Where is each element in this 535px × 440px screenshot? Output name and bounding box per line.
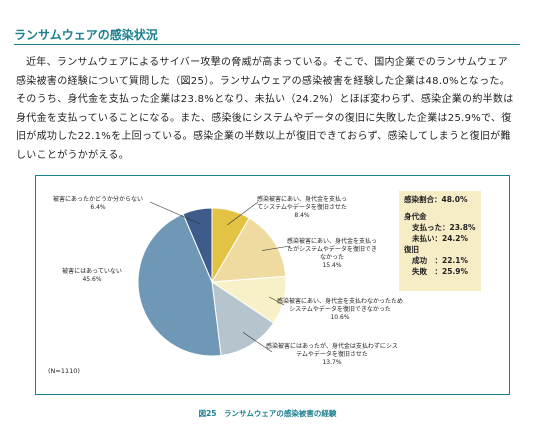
figure-caption: 図25 ランサムウェアの感染被害の経験 [198, 409, 337, 418]
category-label: 感染被害にはあったが、身代金は支払わずにシステムやデータを復旧させた [266, 343, 398, 358]
value-label: 8.4% [294, 212, 310, 219]
slice-label: 感染被害にあい、身代金を支払ったがシステムやデータを復旧できなかった 15.4% [286, 238, 378, 270]
chart-note: (N=1110) [48, 367, 80, 375]
category-label: 被害にはあっていない [62, 268, 122, 275]
summary-heading: 復旧 [404, 245, 419, 254]
summary-text: 未払い：24.2% [412, 234, 469, 243]
leader-line [149, 201, 201, 225]
slice-label: 感染被害にはあったが、身代金は支払わずにシステムやデータを復旧させた 13.7% [266, 343, 398, 367]
value-label: 10.6% [330, 314, 350, 321]
paragraph: 近年、ランサムウェアによるサイバー攻撃の脅威が高まっている。そこで、国内企業での… [16, 57, 514, 161]
slice-label: 感染被害にあい、身代金を支払わなかったためシステムやデータを復旧できなかった 10… [276, 298, 404, 322]
leader-line [227, 201, 259, 226]
summary-box: 感染割合：48.0% 身代金 支払った：23.8% 未払い：24.2% 復旧 成… [399, 191, 481, 291]
pie-slice [211, 280, 275, 357]
category-label: 感染被害にあい、身代金を支払ったがシステムやデータを復旧できなかった [286, 238, 377, 261]
summary-text: 感染割合：48.0% [404, 195, 468, 204]
slice-label: 被害にあったかどうか分からない 6.4% [42, 196, 154, 212]
summary-heading: 身代金 [404, 212, 427, 221]
section-title: ランサムウェアの感染状況 [14, 28, 158, 42]
leader-line [269, 296, 285, 306]
leader-line [242, 332, 273, 353]
value-label: 15.4% [322, 262, 342, 269]
summary-text: 支払った：23.8% [412, 223, 476, 232]
category-label: 感染被害にあい、身代金を支払ってシステムやデータを復旧させた [256, 196, 347, 211]
summary-text: 失敗 ：25.9% [412, 267, 469, 276]
value-label: 45.6% [82, 276, 102, 283]
pie-slice [137, 213, 222, 357]
pie-slice [182, 207, 213, 283]
value-label: 13.7% [322, 359, 342, 366]
slice-label: 感染被害にあい、身代金を支払ってシステムやデータを復旧させた 8.4% [256, 196, 348, 220]
category-label: 被害にあったかどうか分からない [52, 196, 143, 203]
summary-text: 成功 ：22.1% [412, 256, 469, 265]
leader-line [262, 245, 291, 251]
pie-slice [211, 217, 287, 283]
title-rule [14, 44, 520, 45]
category-label: 感染被害にあい、身代金を支払わなかったためシステムやデータを復旧できなかった [276, 298, 403, 313]
value-label: 6.4% [90, 204, 106, 211]
slice-label: 被害にはあっていない 45.6% [44, 268, 140, 284]
figure-frame [35, 175, 510, 395]
